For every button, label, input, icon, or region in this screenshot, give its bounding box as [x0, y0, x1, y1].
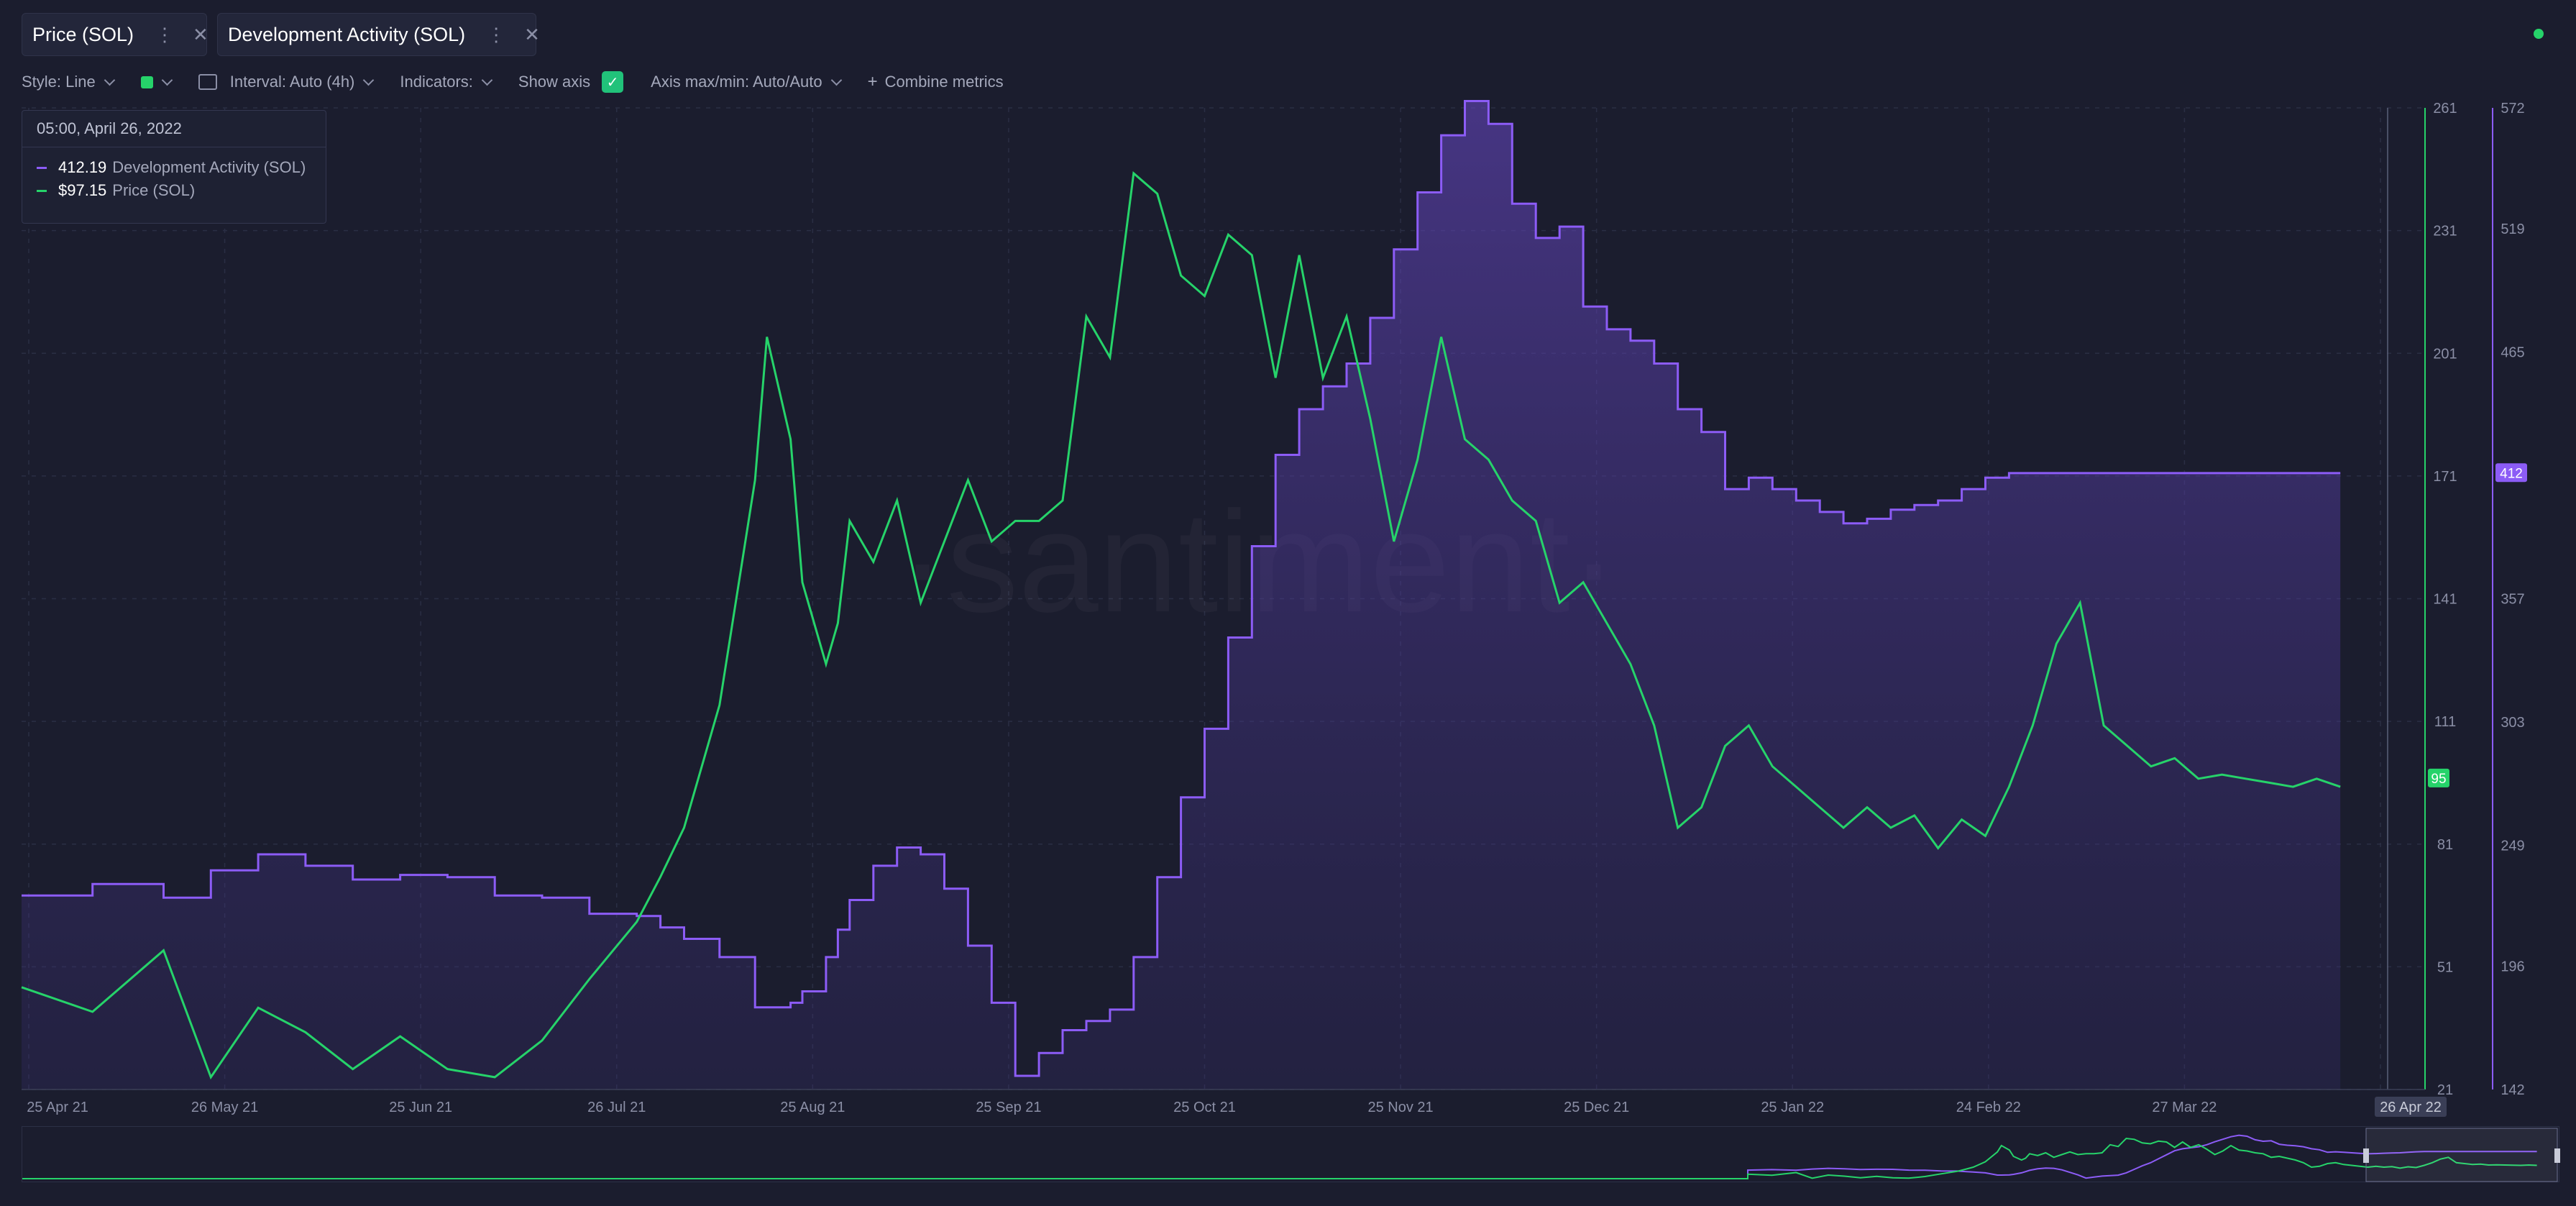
x-axis-current-badge	[2375, 1097, 2447, 1117]
x-axis-tick: 25 Dec 21	[1564, 1100, 1629, 1115]
chart-tooltip: 05:00, April 26, 2022 412.19 Development…	[22, 110, 326, 224]
tooltip-date: 05:00, April 26, 2022	[22, 111, 326, 147]
x-axis-tick: 25 Jan 22	[1761, 1100, 1824, 1115]
price-axis-tick: 111	[2434, 714, 2456, 730]
price-axis-tick: 21	[2437, 1082, 2453, 1098]
style-label: Style: Line	[22, 73, 96, 91]
navigator-handle-right[interactable]	[2554, 1148, 2560, 1163]
navigator-handle-left[interactable]	[2363, 1148, 2369, 1163]
navigator-price-line	[22, 1137, 2537, 1179]
dev-current-badge	[2495, 463, 2527, 483]
x-axis-tick: 25 Apr 21	[27, 1100, 88, 1115]
indicators-label: Indicators:	[400, 73, 473, 91]
navigator-dev-line	[22, 1134, 2537, 1179]
metric-chip-dev-activity[interactable]: Development Activity (SOL) ⋮ ✕	[217, 13, 540, 56]
price-axis-tick: 81	[2437, 837, 2453, 853]
dev-axis-tick: 142	[2501, 1082, 2524, 1098]
price-line	[21, 171, 2341, 1080]
dev-current-value: 412	[2500, 466, 2523, 481]
dev-axis-tick: 196	[2501, 959, 2524, 975]
tooltip-row-dev: 412.19 Development Activity (SOL)	[22, 156, 326, 179]
interval-dropdown[interactable]: Interval: Auto (4h)	[198, 73, 375, 91]
navigator-canvas[interactable]	[22, 1127, 2560, 1183]
interval-label: Interval: Auto (4h)	[229, 73, 355, 91]
navigator-selection[interactable]	[2365, 1128, 2558, 1182]
x-axis-tick: 27 Mar 22	[2152, 1100, 2217, 1115]
tooltip-row-price: $97.15 Price (SOL)	[22, 179, 326, 202]
price-axis-tick: 231	[2433, 224, 2457, 239]
price-axis-tick: 171	[2433, 469, 2457, 485]
metric-chip-label: Development Activity (SOL)	[228, 23, 466, 45]
price-axis-tick: 201	[2433, 346, 2457, 362]
combine-label: Combine metrics	[884, 73, 1004, 91]
dev-axis-tick: 249	[2501, 838, 2524, 854]
dev-axis-tick: 465	[2501, 345, 2524, 361]
price-axis-tick: 261	[2433, 101, 2457, 117]
axis-badges: 95 412	[2428, 463, 2527, 787]
dev-activity-line	[22, 100, 2341, 1077]
price-axis-tick: 141	[2433, 592, 2457, 608]
show-axis-toggle[interactable]: Show axis ✓	[518, 71, 624, 93]
status-indicator	[2534, 29, 2544, 39]
tooltip-value: $97.15	[58, 181, 107, 199]
price-current-value: 95	[2431, 772, 2446, 787]
axis-maxmin-label: Axis max/min: Auto/Auto	[651, 73, 822, 91]
dev-axis-tick: 519	[2501, 221, 2524, 237]
x-axis-tick: 26 May 21	[191, 1100, 258, 1115]
dev-axis-tick: 572	[2501, 101, 2524, 117]
show-axis-label: Show axis	[518, 73, 591, 91]
price-current-badge	[2428, 768, 2449, 787]
x-axis: 25 Apr 21 26 May 21 25 Jun 21 26 Jul 21 25 A…	[27, 1097, 2447, 1117]
legend-dash	[37, 166, 47, 169]
color-swatch	[140, 76, 153, 88]
x-axis-tick: 26 Jul 21	[587, 1100, 646, 1115]
dev-axis-tick: 303	[2501, 715, 2524, 731]
dev-activity-axis: 142 196 249 303 357 412 465 519 572	[2501, 101, 2524, 1098]
combine-metrics-button[interactable]: + Combine metrics	[868, 72, 1004, 92]
dev-activity-area	[22, 101, 2341, 1089]
calendar-icon	[198, 74, 217, 90]
more-icon[interactable]: ⋮	[155, 23, 175, 45]
indicators-dropdown[interactable]: Indicators:	[400, 73, 493, 91]
range-navigator[interactable]	[22, 1126, 2560, 1183]
x-axis-tick: 25 Nov 21	[1367, 1100, 1433, 1115]
dev-axis-tick: 357	[2501, 592, 2524, 608]
checkbox-checked-icon[interactable]: ✓	[602, 71, 624, 93]
tooltip-metric-name: Development Activity (SOL)	[112, 158, 306, 176]
x-axis-tick: 25 Oct 21	[1173, 1100, 1236, 1115]
price-axis: 21 51 81 111 141 171 201 231 261	[2433, 101, 2457, 1098]
axis-maxmin-dropdown[interactable]: Axis max/min: Auto/Auto	[651, 73, 842, 91]
x-axis-tick: 25 Sep 21	[976, 1100, 1041, 1115]
plus-icon: +	[867, 72, 878, 91]
x-axis-tick: 26 Apr 22	[2380, 1100, 2442, 1115]
metric-chip-label: Price (SOL)	[32, 23, 134, 45]
x-axis-tick: 24 Feb 22	[1956, 1100, 2021, 1115]
metric-chip-price[interactable]: Price (SOL) ⋮ ✕	[22, 13, 208, 56]
chart-toolbar: Style: Line Interval: Auto (4h) Indicato…	[22, 69, 1031, 95]
close-icon[interactable]: ✕	[193, 23, 208, 45]
style-dropdown[interactable]: Style: Line	[22, 73, 116, 91]
tooltip-metric-name: Price (SOL)	[112, 181, 196, 199]
close-icon[interactable]: ✕	[524, 23, 540, 45]
x-axis-tick: 25 Jun 21	[389, 1100, 452, 1115]
more-icon[interactable]: ⋮	[487, 23, 506, 45]
legend-dash	[37, 189, 47, 192]
price-axis-tick: 51	[2437, 959, 2453, 975]
x-axis-tick: 25 Aug 21	[780, 1100, 845, 1115]
color-picker[interactable]	[140, 74, 173, 88]
tooltip-value: 412.19	[58, 158, 107, 176]
